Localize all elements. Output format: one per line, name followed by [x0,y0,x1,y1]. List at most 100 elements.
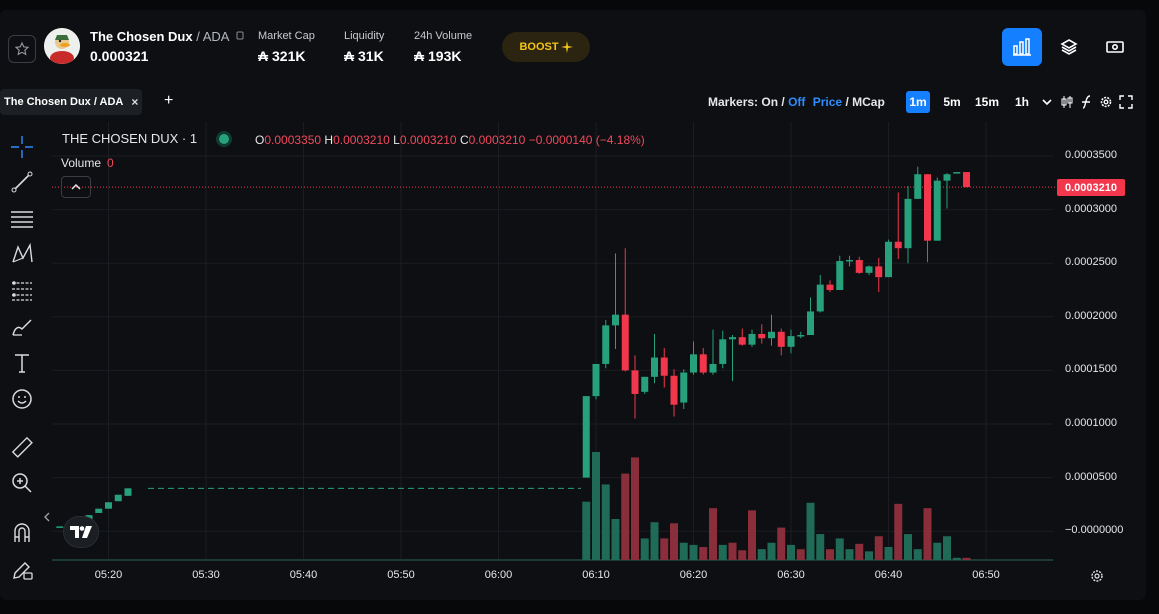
candle-body [875,266,883,278]
add-tab-button[interactable]: + [164,92,174,109]
volume-bar [660,538,669,560]
time-tick-label: 06:30 [777,569,805,581]
pattern-tool[interactable] [8,240,36,268]
candle-body [885,241,892,278]
stat-liquidity: Liquidity ₳ 31K [344,30,384,64]
volume-bar [640,538,649,560]
sparkle-icon [560,41,573,53]
chart-legend: THE CHOSEN DUX · 1 [62,131,229,146]
pair-name: The Chosen Dux [90,29,193,44]
markers-off[interactable]: Off [788,95,806,109]
close-value: 0.0003210 [468,133,526,147]
current-price: 0.000321 [90,48,149,64]
tab-chosen-dux[interactable]: The Chosen Dux / ADA × [0,89,143,115]
candle-body [855,259,863,273]
favorite-star-button[interactable] [8,35,36,63]
magnet-tool[interactable] [8,519,36,547]
pair-title: The Chosen Dux / ADA [90,29,245,44]
trendline-tool[interactable] [8,168,36,196]
candle-body [690,354,697,373]
timeframe-1h[interactable]: 1h [1014,95,1029,109]
zoom-in-icon [12,473,32,493]
boost-button[interactable]: BOOST [502,32,590,62]
time-tick-label: 05:50 [387,569,415,581]
high-label: H [324,133,334,147]
time-tick-label: 06:20 [679,569,708,581]
close-icon[interactable]: × [131,95,139,109]
low-label: L [393,133,400,147]
volume-bar [631,457,639,560]
volume-bar [611,518,620,560]
volume-bar [767,542,776,560]
time-tick-label: 06:00 [484,569,513,581]
candle-body [933,180,941,241]
candle-type-icon[interactable] [1060,95,1074,109]
emoji-tool[interactable] [8,385,36,413]
fullscreen-icon[interactable] [1119,95,1133,109]
chart-view-button[interactable] [1002,28,1042,66]
volume-bar [962,557,971,560]
candle-body [592,363,600,397]
time-tick-label: 05:40 [289,569,318,581]
candle-body [621,314,629,371]
brush-tool[interactable] [8,313,36,341]
stat-24h-volume: 24h Volume ₳ 193K [414,30,472,64]
volume-bar [952,557,961,560]
candle-body [836,261,844,290]
layers-button[interactable] [1049,28,1089,66]
volume-bar [835,538,844,560]
candle-body [631,370,639,394]
price-tick-label: 0.0001000 [1065,417,1117,429]
ohlc-values: O0.0003350 H0.0003210 L0.0003210 C0.0003… [255,133,645,147]
high-value: 0.0003210 [333,133,390,147]
price-toggle[interactable]: Price [812,95,843,109]
time-tick-label: 05:20 [94,569,123,581]
scroll-left-icon[interactable] [43,512,51,522]
axis-settings-icon[interactable] [1089,568,1105,584]
trade-button[interactable] [1095,28,1135,66]
horizontal-lines-tool[interactable] [8,204,36,232]
low-value: 0.0003210 [399,133,457,147]
stat-market-cap: Market Cap ₳ 321K [258,30,315,64]
timeframe-15m[interactable]: 15m [974,95,1000,109]
copy-icon[interactable] [236,31,245,41]
candle-body [777,331,785,347]
chevron-down-icon[interactable] [1042,98,1052,106]
volume-bar [582,501,591,560]
volume-bar [709,508,717,560]
settings-gear-icon[interactable] [1099,95,1113,109]
tradingview-logo[interactable] [64,517,98,547]
stat-value: ₳ 193K [414,48,462,64]
text-tool[interactable] [8,349,36,377]
collapse-legend-button[interactable] [61,176,91,198]
smiley-icon [12,389,32,409]
bar-chart-icon [1013,38,1031,56]
mcap-toggle[interactable]: MCap [852,95,885,109]
volume-bar [826,549,834,560]
time-tick-label: 06:40 [874,569,903,581]
zoom-tool[interactable] [8,469,36,497]
crosshair-tool[interactable] [8,133,36,161]
token-avatar [44,28,80,64]
lock-drawings-tool[interactable] [8,556,36,584]
stat-value: ₳ 31K [344,48,384,64]
candle-body [797,335,805,337]
markers-on[interactable]: On [761,95,779,109]
volume-bar [777,527,786,560]
markers-toggle: Markers: On / Off Price / MCap [708,95,885,109]
candle-body [719,339,727,364]
timeframe-1m[interactable]: 1m [906,91,930,113]
indicators-icon[interactable] [1080,95,1094,109]
candle-body [105,502,112,509]
candle-body [865,266,873,273]
time-tick-label: 05:30 [192,569,220,581]
stat-value: ₳ 321K [258,48,306,64]
candle-body [660,357,668,376]
fib-tool[interactable] [8,276,36,304]
fibonacci-icon [12,281,32,301]
timeframe-5m[interactable]: 5m [943,95,961,109]
volume-bar [865,551,873,560]
tab-label: The Chosen Dux / ADA [4,96,124,108]
ruler-tool[interactable] [8,433,36,461]
